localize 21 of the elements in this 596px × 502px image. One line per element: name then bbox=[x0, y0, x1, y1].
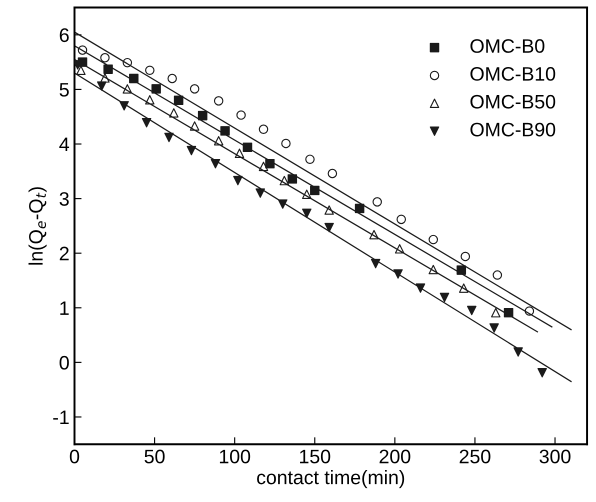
x-tick-label: 200 bbox=[380, 450, 410, 464]
x-tick-label: 0 bbox=[70, 450, 80, 464]
y-tick-label: 0 bbox=[60, 356, 69, 370]
x-tick-label: 300 bbox=[540, 450, 570, 464]
legend-label: OMC-B50 bbox=[470, 94, 556, 109]
y-tick-label: 3 bbox=[60, 192, 69, 206]
y-tick-label: -1 bbox=[53, 410, 69, 424]
y-tick-label: 2 bbox=[60, 246, 69, 260]
x-axis-title: contact time(min) bbox=[257, 470, 404, 488]
x-tick-label: 250 bbox=[460, 450, 490, 464]
y-tick-label: 6 bbox=[60, 28, 69, 42]
y-tick-label: 5 bbox=[60, 83, 69, 97]
x-tick-label: 50 bbox=[144, 450, 165, 464]
y-axis-title: ln(Q$_{e}$-Q$_{t}$) bbox=[28, 187, 47, 265]
legend-label: OMC-B10 bbox=[470, 67, 556, 81]
x-tick-label: 100 bbox=[220, 450, 250, 464]
y-tick-label: 1 bbox=[60, 301, 69, 315]
legend-label: OMC-B90 bbox=[470, 122, 556, 136]
x-tick-label: 150 bbox=[300, 450, 330, 464]
legend-label: OMC-B0 bbox=[470, 39, 544, 53]
y-tick-label: 4 bbox=[59, 138, 70, 152]
